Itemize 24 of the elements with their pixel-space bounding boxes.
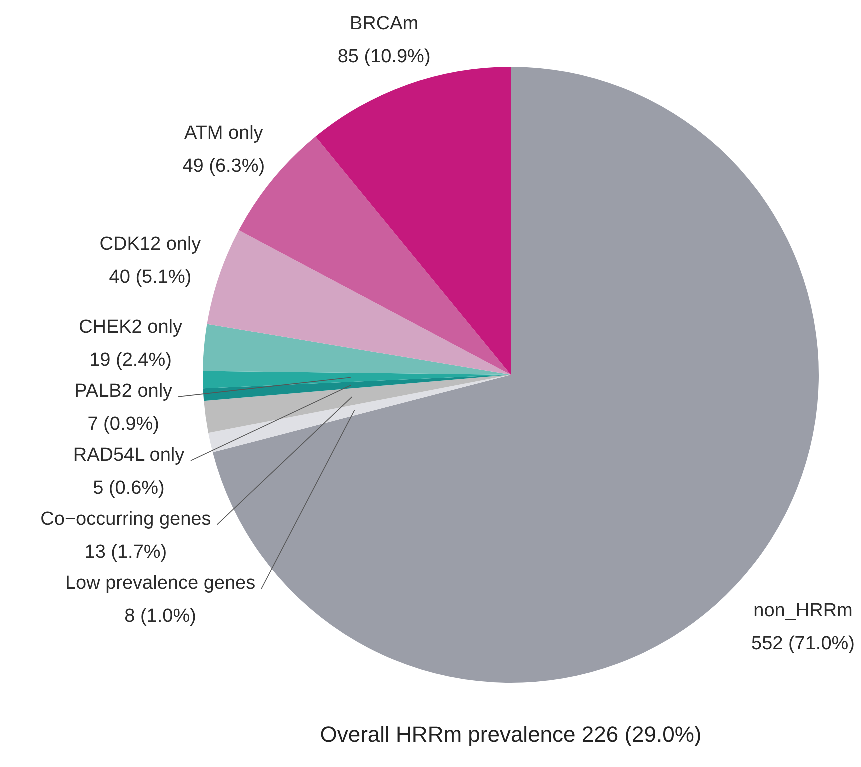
data-label: 40 (5.1%) bbox=[109, 267, 192, 288]
pie-slice bbox=[207, 230, 511, 375]
data-label: 5 (0.6%) bbox=[93, 478, 165, 499]
data-label: 85 (10.9%) bbox=[338, 46, 431, 68]
data-label: 8 (1.0%) bbox=[124, 606, 196, 627]
pie-slice bbox=[208, 375, 511, 453]
slice-label: CDK12 only bbox=[100, 234, 202, 256]
pie-slice bbox=[316, 67, 511, 375]
data-label: 13 (1.7%) bbox=[84, 542, 168, 563]
data-label: 552 (71.0%) bbox=[751, 633, 856, 654]
slice-label: BRCAm bbox=[350, 13, 419, 34]
data-label: 19 (2.4%) bbox=[90, 350, 172, 371]
slice-label: non_HRRm bbox=[754, 600, 853, 622]
data-label: 7 (0.9%) bbox=[88, 414, 160, 435]
slice-label: Co−occurring genes bbox=[40, 508, 212, 530]
slice-label: PALB2 only bbox=[74, 380, 174, 402]
slice-label: Low prevalence genes bbox=[65, 572, 256, 594]
slice-label: CHEK2 only bbox=[79, 316, 183, 338]
pie-slice bbox=[204, 375, 511, 434]
pie-slice bbox=[203, 375, 511, 402]
data-label: 49 (6.3%) bbox=[182, 156, 266, 177]
pie-slice bbox=[203, 324, 511, 375]
slice-label: ATM only bbox=[184, 122, 264, 144]
slice-label: RAD54L only bbox=[73, 444, 186, 466]
